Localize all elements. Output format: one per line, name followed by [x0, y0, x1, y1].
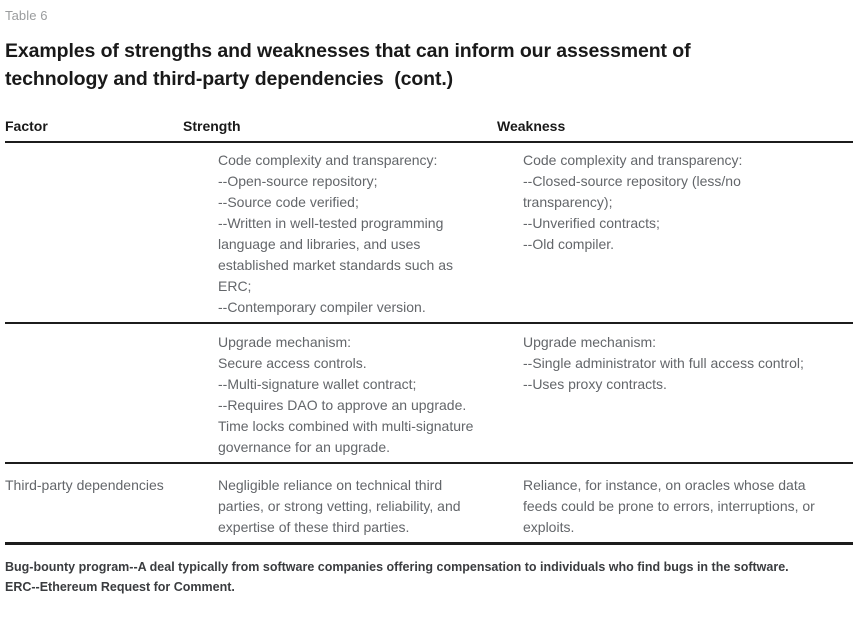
column-header-strength: Strength — [183, 118, 241, 134]
cell-line: --Unverified contracts; — [523, 215, 660, 231]
weakness-cell: Upgrade mechanism: --Single administrato… — [497, 332, 853, 458]
footnote-erc: ERC--Ethereum Request for Comment. — [5, 580, 235, 594]
cell-line: --Source code verified; — [218, 194, 359, 210]
factor-cell: Third-party dependencies — [5, 477, 164, 493]
table-number-label: Table 6 — [5, 8, 48, 23]
cell-line: Upgrade mechanism: — [523, 334, 657, 350]
table-footnotes: Bug-bounty program--A deal typically fro… — [5, 557, 853, 597]
table-title: Examples of strengths and weaknesses tha… — [5, 37, 853, 93]
cell-line: --Old compiler. — [523, 236, 615, 252]
cell-line: --Single administrator with full access … — [523, 355, 804, 371]
cell-line: --Multi-signature wallet contract; — [218, 376, 417, 392]
cell-line: Secure access controls. — [218, 355, 367, 371]
table-row: Upgrade mechanism: Secure access control… — [5, 322, 853, 462]
cell-line: Negligible reliance on technical third p… — [218, 477, 461, 535]
table-header-row: Factor Strength Weakness — [5, 118, 853, 143]
cell-line: --Contemporary compiler version. — [218, 299, 426, 315]
table-row: Third-party dependencies Negligible reli… — [5, 462, 853, 545]
cell-line: --Uses proxy contracts. — [523, 376, 667, 392]
weakness-cell: Code complexity and transparency: --Clos… — [497, 150, 853, 318]
cell-line: --Written in well-tested programming lan… — [218, 215, 454, 294]
table-title-line-2: technology and third-party dependencies … — [5, 68, 454, 90]
cell-line: --Closed-source repository (less/no tran… — [523, 173, 741, 210]
footnote-bug-bounty: Bug-bounty program--A deal typically fro… — [5, 560, 789, 574]
factor-cell — [5, 150, 183, 318]
cell-line: Code complexity and transparency: — [523, 152, 743, 168]
strength-cell: Negligible reliance on technical third p… — [183, 475, 497, 538]
strength-cell: Upgrade mechanism: Secure access control… — [183, 332, 497, 458]
cell-line: --Requires DAO to approve an upgrade. Ti… — [218, 397, 474, 455]
cell-line: Reliance, for instance, on oracles whose… — [523, 477, 815, 535]
table-row: Code complexity and transparency: --Open… — [5, 143, 853, 322]
table-title-line-1: Examples of strengths and weaknesses tha… — [5, 40, 691, 62]
column-header-factor: Factor — [5, 118, 48, 134]
cell-line: --Open-source repository; — [218, 173, 378, 189]
cell-line: Code complexity and transparency: — [218, 152, 438, 168]
factor-cell — [5, 332, 183, 458]
weakness-cell: Reliance, for instance, on oracles whose… — [497, 475, 853, 538]
cell-line: Upgrade mechanism: — [218, 334, 352, 350]
column-header-weakness: Weakness — [497, 118, 566, 134]
strength-cell: Code complexity and transparency: --Open… — [183, 150, 497, 318]
